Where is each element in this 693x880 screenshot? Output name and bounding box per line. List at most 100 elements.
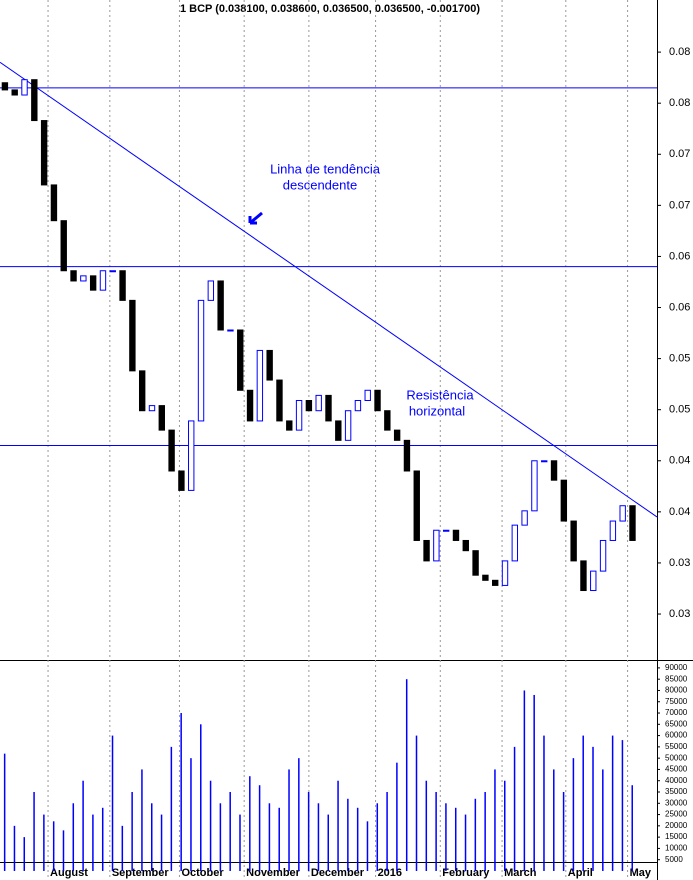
volume-bar	[43, 814, 45, 871]
candle-up	[227, 329, 234, 332]
candle-up	[80, 275, 87, 282]
volume-bar	[405, 679, 408, 871]
candle-up	[521, 510, 528, 526]
volume-bar	[200, 724, 202, 871]
candle-up	[256, 349, 264, 422]
volume-bar	[347, 798, 349, 871]
candle-down	[305, 399, 313, 412]
y-tick-label: 60000	[665, 731, 688, 740]
volume-bar	[180, 713, 182, 871]
candle-down	[178, 470, 185, 491]
candle-down	[89, 275, 97, 291]
x-tick-label: October	[181, 867, 224, 879]
volume-bar	[219, 803, 222, 871]
volume-bar	[13, 825, 16, 871]
candle-down	[168, 429, 175, 472]
y-tick-label: 0.04	[669, 455, 690, 467]
candle-up	[442, 529, 450, 532]
volume-bar	[101, 807, 104, 871]
volume-bar	[317, 803, 320, 871]
candle-down	[580, 560, 587, 592]
candle-down	[286, 420, 293, 431]
volume-bar	[523, 690, 526, 871]
candle-up	[531, 460, 538, 512]
volume-bar	[239, 814, 241, 871]
volume-bar	[150, 803, 153, 871]
y-tick-label: 45000	[665, 765, 688, 774]
y-tick-label: 30000	[665, 798, 688, 807]
candle-down	[403, 439, 411, 472]
candle-up	[609, 520, 617, 541]
y-tick-label: 0.07	[669, 199, 690, 211]
volume-bar	[445, 803, 447, 871]
volume-bar	[435, 792, 437, 871]
arrow	[248, 211, 263, 225]
volume-bar	[278, 807, 280, 871]
volume-bar	[484, 792, 486, 871]
y-tick-label: 0.03	[669, 608, 690, 620]
volume-bar	[160, 814, 163, 871]
candle-down	[1, 82, 9, 91]
candle-up	[188, 420, 195, 491]
volume-bar	[543, 735, 545, 871]
candle-down	[560, 479, 568, 522]
volume-bar	[631, 785, 633, 871]
candle-up	[344, 410, 352, 441]
candle-down	[472, 550, 479, 576]
volume-bar	[366, 821, 369, 871]
candle-up	[197, 299, 205, 422]
volume-bar	[572, 758, 575, 871]
candle-down	[237, 329, 244, 391]
candle-up	[354, 399, 362, 412]
volume-bar	[72, 803, 75, 871]
chart-title: 1 BCP (0.038100, 0.038600, 0.036500, 0.0…	[180, 3, 480, 15]
x-tick-label: April	[568, 867, 593, 879]
candle-up	[619, 505, 626, 522]
y-tick-label: 0.06	[669, 250, 690, 262]
volume-bar	[415, 735, 418, 871]
y-tick-label: 0.05	[669, 353, 690, 365]
volume-bar	[307, 792, 310, 871]
candle-down	[70, 270, 77, 282]
volume-bar	[621, 740, 624, 871]
candle-up	[433, 529, 440, 562]
volume-bar	[190, 758, 192, 871]
volume-bar	[396, 762, 398, 871]
y-tick-label: 75000	[665, 697, 688, 706]
candle-down	[374, 389, 381, 412]
y-tick-label: 0.08	[669, 97, 690, 109]
x-tick-label: May	[630, 867, 652, 879]
volume-bar	[111, 735, 114, 871]
volume-bar	[209, 780, 212, 871]
y-tick-label: 0.06	[669, 301, 690, 313]
y-tick-label: 15000	[665, 832, 688, 841]
volume-bar	[376, 803, 379, 871]
annotation: Resistência	[406, 387, 474, 402]
candle-down	[423, 539, 430, 562]
volume-bar	[131, 792, 133, 871]
candle-down	[393, 429, 401, 441]
y-tick-label: 90000	[665, 663, 688, 672]
y-tick-label: 80000	[665, 686, 688, 695]
y-tick-label: 10000	[665, 844, 688, 853]
y-tick-label: 35000	[665, 787, 688, 796]
candle-down	[129, 299, 136, 372]
volume-bar	[52, 821, 55, 871]
candle-down	[266, 349, 273, 381]
volume-bar	[327, 814, 329, 871]
volume-bar	[298, 758, 300, 871]
volume-bar	[356, 807, 359, 871]
candle-down	[335, 420, 342, 441]
x-tick-label: February	[442, 867, 490, 879]
candle-down	[31, 79, 38, 122]
volume-bar	[464, 814, 467, 871]
y-tick-label: 40000	[665, 776, 688, 785]
volume-bar	[337, 780, 339, 871]
candle-up	[295, 399, 303, 431]
volume-bar	[425, 780, 428, 871]
y-tick-label: 25000	[665, 810, 688, 819]
annotation: horizontal	[409, 403, 465, 418]
candle-up	[599, 539, 607, 572]
candle-down	[629, 505, 636, 541]
candle-up	[109, 270, 116, 273]
